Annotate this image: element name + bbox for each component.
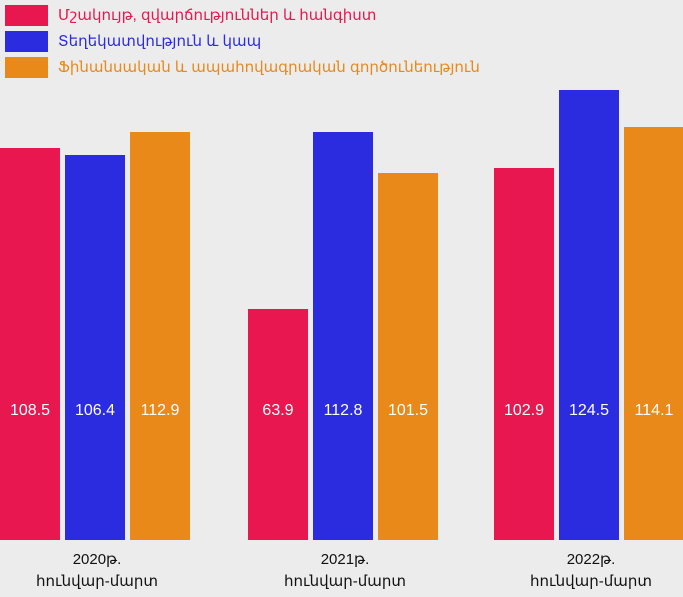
legend-swatch [5, 57, 48, 78]
x-tick-label: 2020թ. հունվար-մարտ [36, 551, 158, 590]
legend-label: Մշակույթ, զվարճություններ և հանգիստ [58, 7, 377, 24]
bar [313, 132, 373, 540]
x-tick-label: 2021թ. հունվար-մարտ [284, 551, 406, 590]
value-label: 112.8 [323, 402, 363, 419]
bar [0, 147, 60, 540]
value-label: 112.9 [140, 402, 180, 419]
value-label: 106.4 [74, 402, 116, 419]
legend-label: Ֆինանսական և ապահովագրական գործունեությո… [58, 59, 480, 76]
bar [624, 127, 683, 540]
legend-swatch [5, 31, 48, 52]
bar [248, 308, 308, 540]
bar [378, 173, 438, 540]
bar [65, 155, 125, 540]
value-label: 114.1 [634, 402, 674, 419]
legend-swatch [5, 5, 48, 26]
x-tick-label: 2022թ. հունվար-մարտ [530, 551, 652, 590]
value-label: 102.9 [503, 402, 545, 419]
bar [494, 167, 554, 540]
value-label: 108.5 [9, 402, 51, 419]
bar [559, 89, 619, 540]
value-label: 101.5 [387, 402, 429, 419]
value-label: 124.5 [568, 402, 610, 419]
bar [130, 131, 190, 540]
legend-label: Տեղեկատվություն և կապ [58, 33, 262, 50]
value-label: 63.9 [262, 402, 294, 419]
